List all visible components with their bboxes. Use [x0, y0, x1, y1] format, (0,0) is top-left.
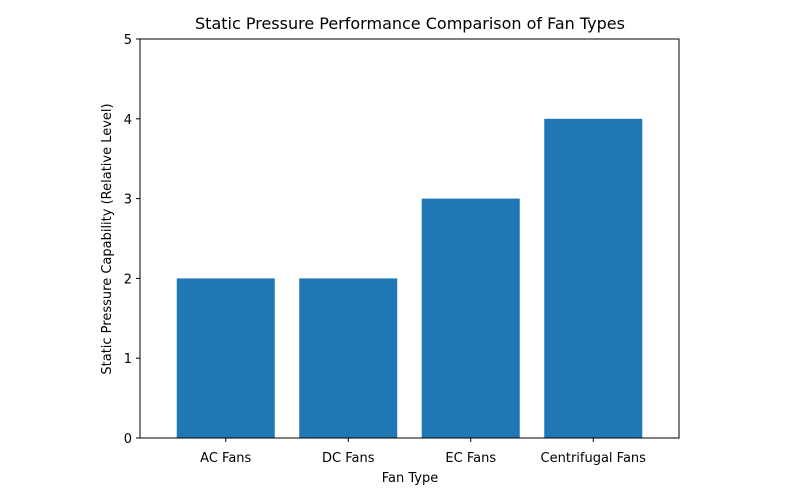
x-ticks-group: AC Fans DC Fans EC Fans Centrifugal Fans	[200, 438, 646, 466]
x-tick-label: EC Fans	[445, 451, 496, 466]
bar-ac-fans	[176, 278, 275, 438]
plot-frame	[139, 38, 680, 439]
bar-ec-fans	[421, 198, 520, 438]
y-tick-label: 4	[124, 113, 132, 128]
y-tick-label: 3	[124, 193, 132, 208]
y-ticks-group: 0 1 2 3 4 5	[124, 33, 140, 447]
y-axis-label: Static Pressure Capability (Relative Lev…	[100, 103, 115, 374]
bar-dc-fans	[299, 278, 398, 438]
bars-group	[176, 118, 643, 439]
bar-centrifugal-fans	[544, 118, 643, 439]
y-tick-label: 5	[124, 33, 132, 48]
x-axis-label: Fan Type	[382, 471, 438, 486]
x-tick-label: Centrifugal Fans	[541, 451, 647, 466]
y-tick-label: 1	[124, 352, 132, 367]
x-tick-label: AC Fans	[200, 451, 251, 466]
x-tick-label: DC Fans	[322, 451, 375, 466]
chart-title: Static Pressure Performance Comparison o…	[195, 14, 625, 33]
y-tick-label: 0	[124, 432, 132, 447]
y-tick-label: 2	[124, 272, 132, 287]
